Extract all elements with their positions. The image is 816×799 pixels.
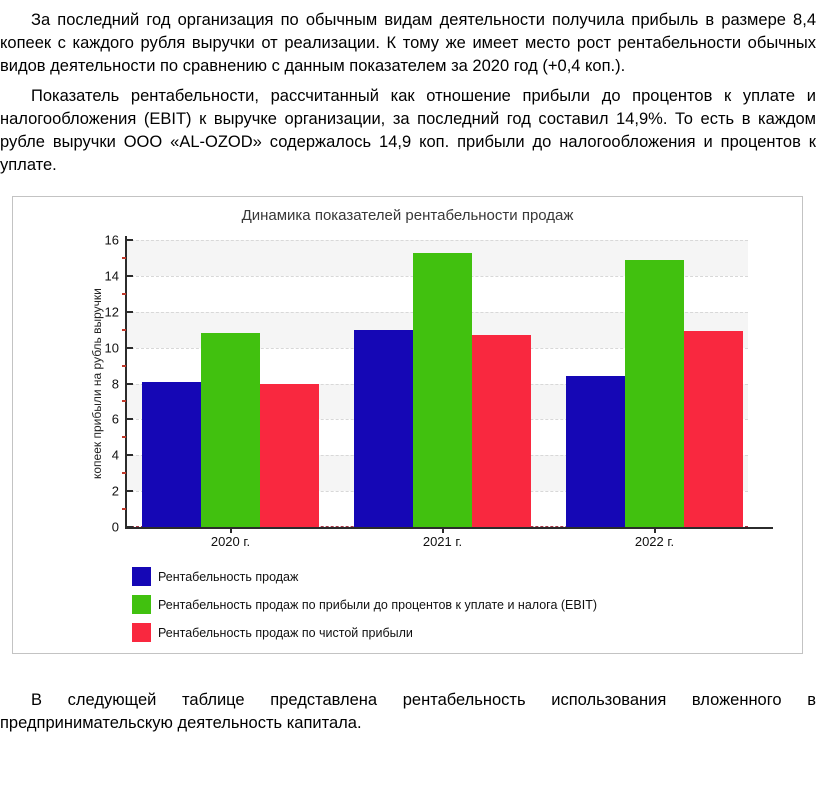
y-major-tick [125, 382, 133, 385]
y-tick-label: 0 [111, 519, 119, 535]
bar-series3-2022 [684, 331, 743, 527]
profitability-chart: Динамика показателей рентабельности прод… [12, 196, 803, 654]
y-minor-tick [122, 328, 126, 331]
legend-label: Рентабельность продаж [158, 569, 299, 584]
bar-series3-2020 [260, 383, 319, 527]
x-tick-label: 2021 г. [422, 534, 463, 549]
y-tick-label: 12 [104, 304, 119, 320]
x-major-tick [229, 529, 232, 533]
y-major-tick [125, 274, 133, 277]
bar-series3-2021 [472, 335, 531, 527]
gridline [126, 240, 748, 241]
y-minor-tick [122, 364, 126, 367]
bar-series1-2022 [566, 376, 625, 527]
y-major-tick [125, 346, 133, 349]
chart-title: Динамика показателей рентабельности прод… [241, 207, 574, 224]
paragraph-next-table-intro: В следующей таблице представлена рентабе… [0, 691, 816, 732]
y-minor-tick [122, 256, 126, 259]
legend-label: Рентабельность продаж по прибыли до проц… [158, 597, 597, 612]
bar-series1-2020 [142, 381, 201, 527]
y-major-tick [125, 239, 133, 241]
legend-item: Рентабельность продаж [132, 567, 597, 586]
y-major-tick [125, 490, 133, 493]
legend-swatch [132, 623, 151, 642]
y-major-tick [125, 454, 133, 457]
y-minor-tick [122, 508, 126, 511]
x-tick-label: 2020 г. [210, 534, 251, 549]
y-major-tick [125, 310, 133, 313]
x-tick-label: 2022 г. [634, 534, 675, 549]
y-minor-tick [122, 436, 126, 439]
legend-item: Рентабельность продаж по прибыли до проц… [132, 595, 597, 614]
legend-label: Рентабельность продаж по чистой прибыли [158, 625, 413, 640]
y-tick-label: 6 [111, 411, 119, 427]
y-axis-line [125, 236, 127, 527]
bar-series2-2022 [625, 259, 684, 527]
y-tick-label: 8 [111, 376, 119, 391]
y-minor-tick [122, 472, 126, 475]
x-axis-line [125, 527, 773, 529]
x-major-tick [653, 529, 656, 533]
y-tick-label: 10 [104, 340, 119, 356]
paragraph-profitability-summary: За последний год организация по обычным … [0, 11, 816, 75]
y-tick-label: 2 [111, 483, 119, 499]
chart-legend: Рентабельность продаж Рентабельность прод… [132, 567, 597, 651]
plot-area [126, 240, 748, 527]
legend-swatch [132, 567, 151, 586]
legend-item: Рентабельность продаж по чистой прибыли [132, 623, 597, 642]
y-tick-label: 14 [104, 268, 119, 284]
y-minor-tick [122, 400, 126, 403]
bar-series1-2021 [354, 329, 413, 527]
y-major-tick [125, 526, 133, 528]
y-tick-label: 4 [111, 447, 119, 463]
y-minor-tick [122, 292, 126, 295]
bar-series2-2020 [201, 333, 260, 527]
x-major-tick [441, 529, 444, 533]
legend-swatch [132, 595, 151, 614]
y-tick-label: 16 [104, 232, 119, 248]
paragraph-ebit-margin: Показатель рентабельности, рассчитанный … [0, 87, 816, 174]
y-major-tick [125, 418, 133, 421]
bar-series2-2021 [413, 252, 472, 527]
